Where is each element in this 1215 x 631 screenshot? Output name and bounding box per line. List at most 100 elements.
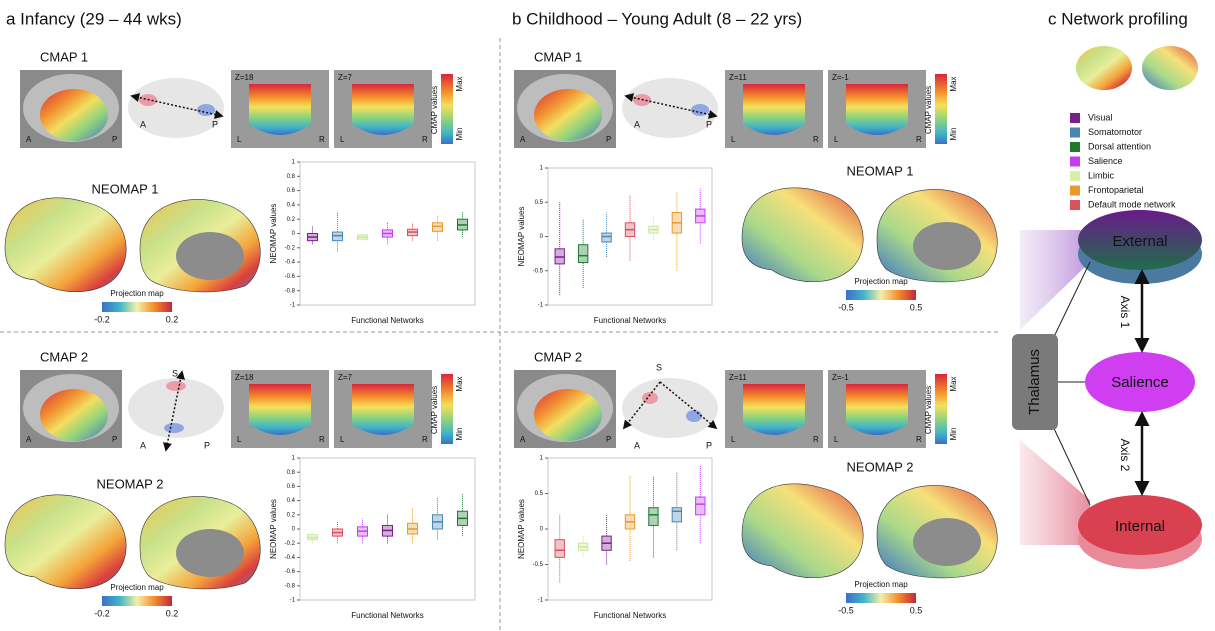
slice-label: Z=18 [235, 373, 254, 382]
orientation-label: R [319, 135, 325, 144]
cmap-region [534, 89, 602, 141]
orientation-label: P [112, 135, 117, 144]
activation [197, 104, 215, 116]
orientation-label: L [731, 435, 736, 444]
orientation-label: P [706, 440, 712, 450]
neomap-label: NEOMAP 2 [97, 476, 164, 491]
activation [691, 104, 709, 116]
panel-title: a Infancy (29 – 44 wks) [6, 9, 182, 28]
figure-content: a Infancy (29 – 44 wks) b Childhood – You… [5, 9, 1202, 620]
internal-label: Internal [1115, 518, 1165, 535]
medial-wall [913, 518, 981, 566]
orientation-label: L [237, 435, 242, 444]
y-tick-label: 0 [292, 231, 296, 237]
orientation-label: R [916, 435, 922, 444]
colorbar-label: Min [455, 428, 464, 441]
legend-swatch [1070, 157, 1080, 167]
orientation-label: R [916, 135, 922, 144]
y-tick-label: 0 [292, 527, 296, 533]
legend-swatch [1070, 200, 1080, 210]
colorbar-tick: -0.5 [838, 605, 854, 615]
schematic [622, 378, 718, 438]
colorbar [935, 374, 947, 444]
orientation-label: R [422, 135, 428, 144]
y-tick-label: 0.2 [287, 217, 296, 223]
orientation-label: P [606, 435, 611, 444]
legend-label: Salience [1088, 156, 1123, 166]
y-tick-label: 1 [292, 456, 296, 462]
colorbar-label: Min [949, 428, 958, 441]
y-tick-label: 0.5 [535, 491, 544, 497]
neomap-label: NEOMAP 2 [847, 459, 914, 474]
y-tick-label: -0.2 [285, 541, 296, 547]
colorbar-title: CMAP values [924, 386, 933, 434]
cmap-label: CMAP 1 [534, 49, 582, 64]
box [696, 497, 705, 515]
y-tick-label: 0.5 [535, 200, 544, 206]
neomap-label: NEOMAP 1 [92, 181, 159, 196]
orientation-label: R [319, 435, 325, 444]
y-tick-label: -0.8 [285, 583, 296, 589]
colorbar-label: Max [455, 76, 464, 91]
y-tick-label: 1 [292, 160, 296, 166]
legend-label: Default mode network [1088, 199, 1176, 209]
colorbar [935, 74, 947, 144]
x-axis-label: Functional Networks [351, 611, 423, 620]
panel-title: c Network profiling [1048, 9, 1188, 28]
medial-wall [176, 529, 244, 577]
colorbar-tick: -0.5 [838, 302, 854, 312]
colorbar-title: Projection map [854, 580, 908, 589]
cmap-region [249, 384, 311, 435]
cmap-label: CMAP 1 [40, 49, 88, 64]
axis-label: Axis 1 [1118, 296, 1132, 329]
orientation-label: L [834, 435, 839, 444]
slice-label: Z=-1 [832, 73, 849, 82]
orientation-label: P [606, 135, 611, 144]
orientation-label: A [634, 119, 640, 129]
cmap-region [846, 384, 908, 435]
orientation-label: P [204, 440, 210, 450]
cmap-region [743, 84, 805, 135]
orientation-label: S [172, 368, 178, 378]
y-tick-label: 0.2 [287, 512, 296, 518]
box [555, 540, 564, 558]
network-brain [1142, 46, 1198, 90]
cmap-region [743, 384, 805, 435]
salience-label: Salience [1111, 374, 1169, 391]
legend-label: Dorsal attention [1088, 141, 1151, 151]
panel-title: b Childhood – Young Adult (8 – 22 yrs) [512, 9, 802, 28]
y-axis-label: NEOMAP values [517, 207, 526, 267]
x-axis-label: Functional Networks [351, 316, 423, 325]
y-tick-label: -1 [538, 598, 544, 604]
activation [686, 410, 702, 422]
y-tick-label: 0.4 [287, 498, 296, 504]
network-brain [1076, 46, 1132, 90]
cortex-lateral [742, 484, 863, 578]
y-tick-label: 0.8 [287, 470, 296, 476]
orientation-label: A [140, 440, 146, 450]
y-tick-label: 0.6 [287, 484, 296, 490]
orientation-label: R [813, 135, 819, 144]
legend-swatch [1070, 186, 1080, 196]
orientation-label: L [731, 135, 736, 144]
orientation-label: L [237, 135, 242, 144]
slice-label: Z=7 [338, 73, 353, 82]
orientation-label: L [340, 135, 345, 144]
box [672, 508, 681, 522]
y-tick-label: -1 [538, 303, 544, 309]
orientation-label: A [634, 440, 640, 450]
cmap-region [352, 84, 414, 135]
orientation-label: L [340, 435, 345, 444]
y-tick-label: -0.4 [285, 260, 296, 266]
legend-swatch [1070, 128, 1080, 138]
orientation-label: R [813, 435, 819, 444]
y-tick-label: 0 [540, 527, 544, 533]
y-axis-label: NEOMAP values [269, 499, 278, 559]
colorbar-title: Projection map [110, 583, 164, 592]
y-tick-label: -1 [290, 598, 296, 604]
colorbar-title: CMAP values [430, 86, 439, 134]
cortex-lateral [5, 198, 126, 292]
colorbar [441, 374, 453, 444]
colorbar [846, 290, 916, 300]
orientation-label: P [112, 435, 117, 444]
